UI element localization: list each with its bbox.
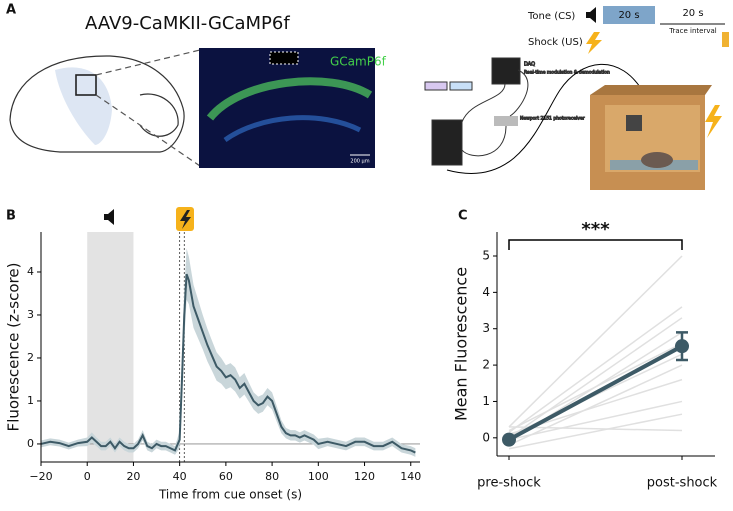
x-tick-label: post-shock	[647, 476, 718, 491]
chamber	[590, 85, 722, 190]
shock-icon	[176, 207, 194, 231]
x-axis-label: Time from cue onset (s)	[158, 488, 302, 502]
subject-line	[508, 364, 683, 446]
stain-label: GCamP6f	[330, 55, 387, 69]
subject-line	[508, 400, 683, 441]
x-tick-label: 40	[173, 470, 187, 483]
tone-label: Tone (CS)	[527, 11, 575, 22]
trace-label: Trace interval	[668, 27, 717, 35]
daq-note: Real-time modulation & demodulation	[524, 70, 610, 76]
subject-line	[508, 317, 683, 439]
detector-label: Newport 2151 photoreceiver	[520, 116, 585, 122]
subject-line	[508, 306, 683, 433]
subject-line	[508, 426, 683, 432]
tone-icon	[104, 209, 114, 225]
x-tick-label: pre-shock	[477, 476, 541, 491]
y-tick-label: 4	[27, 265, 34, 278]
y-axis-label: Fluorescence (z-score)	[5, 263, 23, 432]
trace	[40, 273, 416, 454]
protocol: Tone (CS) 20 s 20 s Trace interval Shock…	[527, 6, 729, 54]
y-tick-label: 2	[27, 351, 34, 364]
y-tick-label: 2	[482, 358, 490, 372]
x-tick-label: 20	[126, 470, 140, 483]
tone-duration: 20 s	[618, 10, 639, 21]
panel-label: B	[6, 209, 16, 224]
shaded-span	[87, 232, 134, 462]
significance-label: ***	[581, 219, 610, 240]
shock-label: Shock (US)	[528, 37, 583, 48]
y-tick-label: 3	[482, 321, 490, 335]
trace-duration: 20 s	[682, 8, 703, 19]
x-tick-label: 0	[84, 470, 91, 483]
y-tick-label: 3	[27, 308, 34, 321]
panel-label: C	[458, 209, 468, 224]
daq-label: DAQ	[524, 62, 535, 68]
x-tick-label: 80	[265, 470, 279, 483]
subject-line	[508, 342, 683, 432]
virus-title: AAV9-CaMKII-GCaMP6f	[85, 13, 290, 34]
subject-line	[508, 413, 683, 450]
x-tick-label: 60	[219, 470, 233, 483]
x-tick-label: 140	[400, 470, 421, 483]
x-tick-label: 120	[354, 470, 375, 483]
y-tick-label: 1	[482, 394, 490, 408]
mean-point	[675, 339, 689, 354]
y-tick-label: 0	[27, 437, 34, 450]
y-tick-label: 1	[27, 394, 34, 407]
brain-sketch	[9, 49, 201, 167]
y-tick-label: 0	[482, 430, 490, 444]
mean-point	[502, 432, 516, 447]
mean-line	[508, 344, 683, 442]
chart-b: 0 1 2 3 4 −20 0 20 40 60 80 100 120 140 Time from cue …	[5, 232, 421, 502]
significance-bracket	[508, 239, 683, 250]
x-tick-label: −20	[29, 470, 52, 483]
scale-bar-label: 200 µm	[350, 159, 369, 165]
panel-label: A	[6, 3, 16, 18]
rig-diagram: DAQ Real-time modulation & demodulation …	[424, 57, 663, 174]
subject-line	[508, 255, 683, 428]
x-tick-label: 100	[308, 470, 329, 483]
y-axis-label: Mean Fluorescence	[452, 267, 471, 421]
chart-c: *** 0 1 2 3 4 5 pre-shock post-shock Mean Fluores…	[452, 219, 718, 491]
y-tick-label: 5	[482, 249, 490, 263]
histology-image: GCamP6f 200 µm	[199, 48, 387, 168]
y-tick-label: 4	[482, 285, 490, 299]
